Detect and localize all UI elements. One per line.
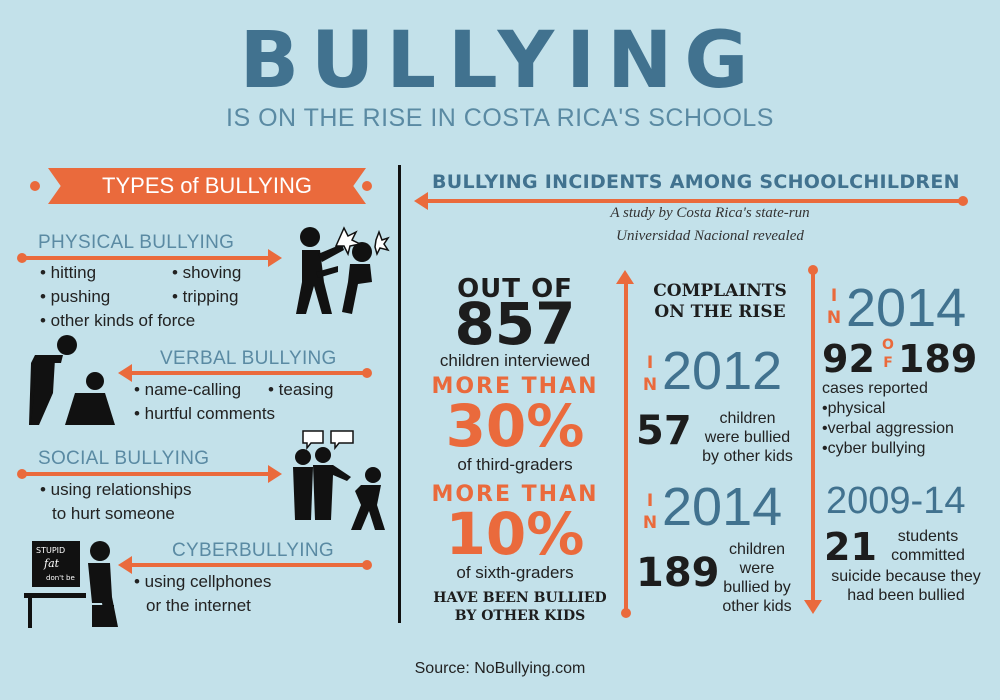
sixth-graders-percent: 10% <box>445 500 585 568</box>
year-2014: 2014 <box>662 477 783 537</box>
more-than-label: MORE THAN <box>431 374 599 399</box>
page-subtitle: IS ON THE RISE IN COSTA RICA'S SCHOOLS <box>226 104 774 132</box>
arrow-line <box>426 199 962 203</box>
list-item: • other kinds of force <box>40 311 196 330</box>
arrow-head-right-icon <box>268 249 282 267</box>
year-2014-cases: 2014 <box>846 278 967 338</box>
text-line: committed <box>891 547 965 564</box>
in-label: IN <box>642 491 658 533</box>
arrow-line <box>22 256 272 260</box>
text-line: students <box>897 528 959 545</box>
arrow-head-left-icon <box>118 556 132 574</box>
total-interviewed-number: 857 <box>454 290 576 358</box>
social-bullying-label: SOCIAL BULLYING <box>38 448 210 469</box>
list-item: • name-calling <box>134 380 242 399</box>
cyberbullying-label: CYBERBULLYING <box>172 540 334 561</box>
complaints-line-1: COMPLAINTS <box>653 281 787 301</box>
study-line-2: Universidad Nacional revealed <box>616 228 804 244</box>
arrow-line <box>130 371 366 375</box>
suicide-number: 21 <box>824 525 877 569</box>
bullied-line-1: HAVE BEEN BULLIED <box>433 590 607 606</box>
text-line: children <box>719 410 776 427</box>
verbal-bullying-label: VERBAL BULLYING <box>160 348 337 369</box>
text-line: bullied by <box>723 579 791 596</box>
cyberbullying-computer-icon: STUPID fat don't be <box>24 541 118 628</box>
arrow-line <box>130 563 366 567</box>
text-line: suicide because they <box>831 568 981 585</box>
bullied-2012-number: 57 <box>636 408 692 454</box>
social-bullying-group-icon <box>293 430 385 530</box>
screen-word: don't be <box>46 574 75 582</box>
source-credit: Source: NoBullying.com <box>414 660 586 677</box>
cases-label: cases reported <box>822 380 928 397</box>
list-item: • tripping <box>172 287 239 306</box>
list-item: •verbal aggression <box>822 420 954 437</box>
third-graders-percent: 30% <box>445 392 585 460</box>
arrow-head-right-icon <box>268 465 282 483</box>
list-item: • shoving <box>172 263 242 282</box>
incidents-heading: BULLYING INCIDENTS AMONG SCHOOLCHILDREN <box>432 171 960 193</box>
more-than-label: MORE THAN <box>431 482 599 507</box>
text-line: were <box>739 560 775 577</box>
in-label: IN <box>642 353 658 395</box>
text-line: other kids <box>722 598 792 615</box>
list-item: • pushing <box>40 287 111 306</box>
sixth-graders-label: of sixth-graders <box>456 563 574 582</box>
verbal-bullying-figures-icon <box>29 335 115 425</box>
list-item: • using relationships <box>40 480 192 499</box>
cases-number: 92 <box>822 337 875 381</box>
arrow-dot <box>362 368 372 378</box>
ribbon-dot-right <box>362 181 372 191</box>
of-label: OF <box>882 337 894 371</box>
vertical-arrow-line <box>811 270 815 600</box>
arrow-head-left-icon <box>414 192 428 210</box>
interviewed-label: children interviewed <box>439 351 591 370</box>
list-item: • hurtful comments <box>134 404 276 423</box>
types-ribbon: TYPES of BULLYING <box>48 168 366 204</box>
arrow-dot <box>621 608 631 618</box>
in-label: IN <box>826 286 842 328</box>
arrow-dot <box>362 560 372 570</box>
bullied-2014-number: 189 <box>636 550 720 596</box>
text-line: had been bullied <box>847 587 965 604</box>
vertical-arrow-line <box>624 280 628 610</box>
list-item: • hitting <box>40 263 97 282</box>
arrow-head-left-icon <box>118 364 132 382</box>
text-line: by other kids <box>702 448 793 465</box>
physical-bullying-label: PHYSICAL BULLYING <box>38 232 235 253</box>
list-item: •cyber bullying <box>822 440 926 457</box>
list-item: to hurt someone <box>52 504 175 523</box>
year-2012: 2012 <box>662 341 783 401</box>
screen-word: STUPID <box>36 546 65 555</box>
study-line-1: A study by Costa Rica's state-run <box>610 205 810 221</box>
third-graders-label: of third-graders <box>457 455 573 474</box>
list-item: or the internet <box>146 596 251 615</box>
arrow-head-down-icon <box>804 600 822 614</box>
year-range: 2009-14 <box>826 480 966 522</box>
text-line: were bullied <box>704 429 791 446</box>
screen-word: fat <box>43 557 60 570</box>
list-item: •physical <box>822 400 886 417</box>
out-of-label: OUT OF <box>457 274 573 304</box>
bullied-line-2: BY OTHER KIDS <box>454 608 586 624</box>
list-item: • using cellphones <box>134 572 272 591</box>
ribbon-dot-left <box>30 181 40 191</box>
page-title: BULLYING <box>239 16 761 106</box>
arrow-line <box>22 472 272 476</box>
cases-total-number: 189 <box>898 337 978 381</box>
fighting-figures-icon <box>296 226 390 314</box>
list-item: • teasing <box>268 380 334 399</box>
complaints-line-2: ON THE RISE <box>654 302 786 322</box>
text-line: children <box>728 541 786 558</box>
column-divider <box>398 165 401 623</box>
arrow-dot <box>958 196 968 206</box>
